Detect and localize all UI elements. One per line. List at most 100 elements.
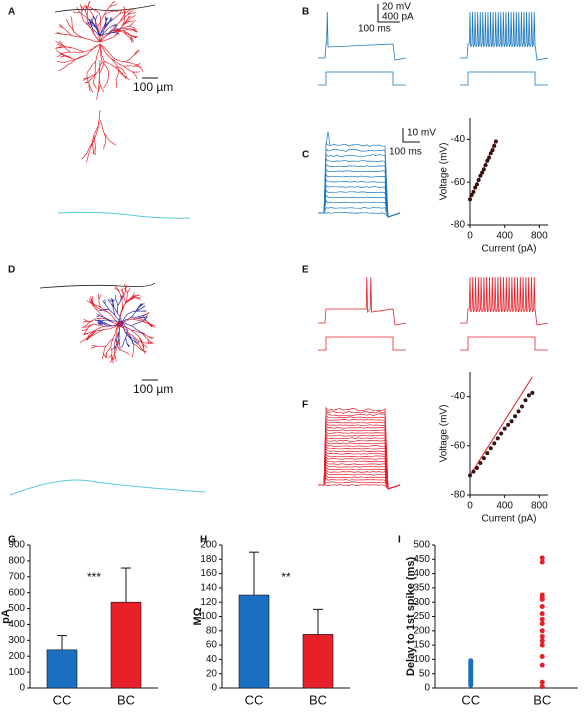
data-point xyxy=(481,456,486,461)
y-tick-label: 350 xyxy=(413,583,430,594)
voltage-trace xyxy=(318,194,401,218)
panel-label: F xyxy=(302,400,308,411)
voltage-trace xyxy=(318,435,401,490)
voltage-trace xyxy=(318,466,401,490)
y-axis-label: MΩ xyxy=(192,607,204,625)
data-point xyxy=(485,451,490,456)
voltage-trace xyxy=(318,406,401,490)
voltage-trace xyxy=(318,422,401,490)
voltage-trace xyxy=(318,419,401,490)
x-tick-label: 400 xyxy=(496,231,513,242)
data-point xyxy=(526,393,531,398)
data-point xyxy=(474,182,479,187)
y-axis-label: Delay to 1st spike (ms) xyxy=(405,557,417,677)
data-point xyxy=(539,621,545,627)
voltage-trace xyxy=(318,206,401,218)
data-point xyxy=(530,390,535,395)
x-tick-label: 0 xyxy=(467,231,473,242)
scale-bar xyxy=(377,4,400,23)
data-point xyxy=(506,422,511,427)
voltage-trace xyxy=(460,11,549,61)
voltage-trace xyxy=(318,445,401,490)
data-point xyxy=(516,409,521,414)
data-point xyxy=(539,679,545,685)
scale-bar-label: 10 mV xyxy=(407,128,436,139)
data-point xyxy=(480,170,485,175)
voltage-trace xyxy=(318,199,401,218)
y-tick-label: 20 xyxy=(206,668,218,679)
y-tick-label: 0 xyxy=(19,683,25,694)
neuron-arbor xyxy=(94,294,148,351)
y-tick-label: -40 xyxy=(451,391,466,402)
data-point xyxy=(539,662,545,668)
y-tick-label: 400 xyxy=(413,568,430,579)
voltage-trace xyxy=(318,458,401,490)
voltage-trace xyxy=(318,461,401,490)
y-axis-label: Voltage (mV) xyxy=(439,143,450,201)
voltage-trace xyxy=(318,432,401,490)
scale-bar-label: 20 mV xyxy=(382,2,411,13)
x-tick-label: BC xyxy=(117,692,135,707)
voltage-trace xyxy=(318,414,401,490)
current-step xyxy=(460,336,548,351)
bar xyxy=(238,594,270,689)
panel-label: C xyxy=(302,150,309,161)
scale-bar-label: 100 ms xyxy=(389,147,422,158)
voltage-trace xyxy=(318,425,401,490)
data-point xyxy=(539,616,545,622)
data-point xyxy=(520,404,524,409)
current-step xyxy=(318,336,406,351)
fit-line xyxy=(469,376,533,476)
voltage-trace xyxy=(318,481,401,490)
data-point xyxy=(492,441,497,446)
data-point xyxy=(539,611,545,617)
data-point xyxy=(502,426,507,431)
y-tick-label: 180 xyxy=(200,554,217,565)
data-point xyxy=(468,473,472,478)
voltage-trace xyxy=(318,179,401,218)
y-tick-label: 0 xyxy=(211,683,217,694)
x-tick-label: 400 xyxy=(496,501,513,512)
y-tick-label: 500 xyxy=(413,540,430,551)
data-point xyxy=(476,178,481,183)
soma xyxy=(117,321,123,327)
panel-label: A xyxy=(8,7,15,18)
voltage-trace xyxy=(318,409,401,490)
voltage-trace xyxy=(318,451,401,490)
scale-bar-label: 100 µm xyxy=(133,80,173,94)
data-point xyxy=(539,642,545,648)
data-point xyxy=(469,193,474,198)
bar xyxy=(46,649,78,689)
y-tick-label: 250 xyxy=(413,611,430,622)
neuron-arbor xyxy=(85,14,121,37)
voltage-trace xyxy=(318,184,401,218)
y-tick-label: 300 xyxy=(8,635,25,646)
panel-label: G xyxy=(8,535,16,546)
pia-outline xyxy=(54,4,156,13)
y-axis-label: pA xyxy=(0,609,12,624)
x-tick-label: 0 xyxy=(467,501,473,512)
voltage-trace xyxy=(325,131,331,146)
voltage-trace xyxy=(318,412,401,490)
voltage-trace xyxy=(318,147,401,218)
y-tick-label: 160 xyxy=(200,568,217,579)
data-point xyxy=(494,139,498,144)
panel-label: H xyxy=(200,535,207,546)
data-point xyxy=(539,559,545,565)
current-step xyxy=(318,71,406,86)
scale-bar-label: 400 pA xyxy=(382,12,414,23)
y-tick-label: 40 xyxy=(206,654,218,665)
y-tick-label: 60 xyxy=(206,640,218,651)
data-point xyxy=(490,148,495,153)
y-tick-label: 450 xyxy=(413,554,430,565)
y-tick-label: 900 xyxy=(8,540,25,551)
y-tick-label: -60 xyxy=(451,440,466,451)
voltage-trace xyxy=(318,474,401,490)
voltage-trace xyxy=(318,477,401,490)
voltage-trace xyxy=(318,440,401,490)
data-point xyxy=(539,634,545,640)
y-tick-label: 200 xyxy=(413,625,430,636)
voltage-trace xyxy=(318,276,407,326)
x-tick-label: 800 xyxy=(531,501,548,512)
